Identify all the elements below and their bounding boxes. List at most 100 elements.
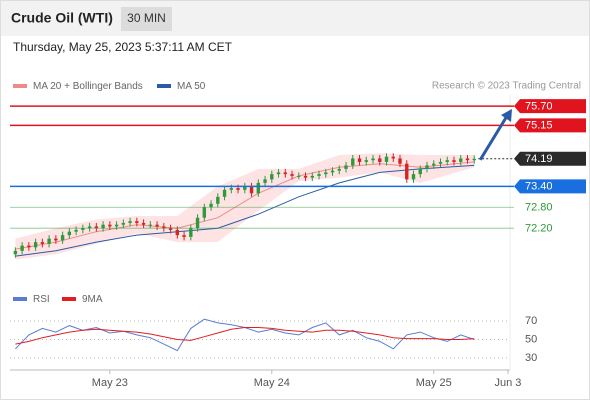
candle-body bbox=[384, 156, 389, 162]
candle-body bbox=[81, 228, 85, 230]
rsi-line bbox=[15, 327, 475, 345]
candle-body bbox=[229, 188, 234, 190]
candle-body bbox=[27, 245, 31, 248]
y-tick-label: 50 bbox=[525, 333, 537, 345]
candle-body bbox=[432, 163, 436, 166]
level-label: 73.40 bbox=[525, 181, 553, 193]
candle-body bbox=[351, 158, 355, 166]
candle-body bbox=[101, 224, 105, 229]
candle-body bbox=[87, 226, 92, 229]
y-tick-label: 30 bbox=[525, 352, 537, 364]
level-label: 74.19 bbox=[525, 153, 553, 165]
candle-body bbox=[405, 163, 409, 180]
candle-body bbox=[148, 224, 153, 226]
candle-body bbox=[121, 222, 126, 225]
candle-body bbox=[270, 174, 274, 180]
candle-body bbox=[13, 250, 18, 255]
candle-body bbox=[303, 175, 308, 178]
candle-body bbox=[472, 158, 476, 161]
candle-body bbox=[202, 207, 207, 218]
level-tag bbox=[514, 118, 586, 133]
candle-body bbox=[256, 182, 261, 194]
header-bar bbox=[0, 0, 590, 36]
level-tag bbox=[514, 151, 586, 166]
candle-body bbox=[263, 179, 267, 183]
candle-body bbox=[74, 229, 78, 232]
candle-body bbox=[114, 224, 119, 227]
source: Research © 2023 Trading Central bbox=[432, 81, 581, 92]
level-label: 75.70 bbox=[525, 101, 553, 113]
candle-body bbox=[425, 165, 429, 169]
candle-body bbox=[67, 231, 72, 236]
candle-body bbox=[141, 222, 146, 225]
candle-body bbox=[398, 158, 402, 164]
candle-body bbox=[297, 175, 301, 177]
candle-body bbox=[290, 174, 294, 176]
candle-body bbox=[249, 186, 254, 194]
x-tick-label: May 24 bbox=[254, 377, 290, 389]
candle-body bbox=[364, 160, 368, 162]
candle-body bbox=[357, 158, 362, 162]
y-tick-label: 70 bbox=[525, 315, 537, 327]
legend-swatch bbox=[62, 297, 76, 301]
candle-body bbox=[337, 168, 341, 171]
candle-body bbox=[324, 172, 328, 175]
candle-body bbox=[411, 174, 416, 180]
legend-label: 9MA bbox=[82, 294, 103, 305]
legend-swatch bbox=[13, 297, 27, 301]
candle-body bbox=[162, 226, 166, 229]
legend-swatch bbox=[13, 84, 27, 88]
level-tag bbox=[514, 99, 586, 114]
candle-body bbox=[452, 160, 456, 162]
legend-label: MA 50 bbox=[177, 81, 206, 92]
x-tick-label: May 25 bbox=[416, 377, 452, 389]
candle-body bbox=[47, 238, 51, 244]
candle-body bbox=[216, 196, 220, 204]
candle-body bbox=[391, 156, 395, 159]
candle-body bbox=[418, 168, 422, 175]
candle-body bbox=[182, 235, 186, 237]
candle-body bbox=[20, 245, 24, 251]
candle-body bbox=[330, 170, 335, 173]
arrow-head bbox=[501, 109, 512, 122]
candle-body bbox=[445, 160, 449, 162]
level-label: 72.80 bbox=[525, 202, 553, 214]
candle-body bbox=[60, 235, 65, 241]
level-tag bbox=[514, 179, 586, 194]
title: Crude Oil (WTI) bbox=[11, 10, 113, 26]
candle-body bbox=[54, 238, 58, 241]
candle-body bbox=[371, 158, 375, 161]
datetime: Thursday, May 25, 2023 5:37:11 AM CET bbox=[13, 40, 233, 54]
candle-body bbox=[465, 158, 470, 161]
candle-body bbox=[276, 172, 281, 175]
ma50-line bbox=[15, 164, 475, 257]
candle-body bbox=[283, 172, 287, 175]
candle-body bbox=[135, 221, 139, 223]
candle-body bbox=[222, 189, 227, 197]
candle-body bbox=[344, 165, 348, 169]
legend-label: MA 20 + Bollinger Bands bbox=[33, 81, 143, 92]
bollinger-band bbox=[15, 153, 475, 260]
candle-body bbox=[108, 224, 112, 227]
projection-arrow bbox=[478, 115, 509, 161]
candle-body bbox=[438, 161, 443, 164]
x-tick-label: Jun 3 bbox=[495, 377, 522, 389]
candle-body bbox=[40, 242, 45, 244]
candle-body bbox=[209, 203, 213, 208]
timeframe-badge[interactable] bbox=[121, 7, 172, 31]
legend-label: RSI bbox=[33, 294, 50, 305]
candle-body bbox=[310, 175, 314, 178]
candle-body bbox=[94, 226, 99, 229]
timeframe[interactable]: 30 MIN bbox=[127, 11, 166, 25]
candle-body bbox=[168, 228, 173, 230]
level-label: 75.15 bbox=[525, 120, 553, 132]
candle-body bbox=[378, 158, 382, 162]
candle-body bbox=[243, 186, 247, 190]
legend-swatch bbox=[157, 84, 171, 88]
candle-body bbox=[236, 188, 240, 190]
rsi-line bbox=[15, 318, 475, 352]
candle-body bbox=[128, 221, 132, 223]
candle-body bbox=[155, 224, 159, 227]
